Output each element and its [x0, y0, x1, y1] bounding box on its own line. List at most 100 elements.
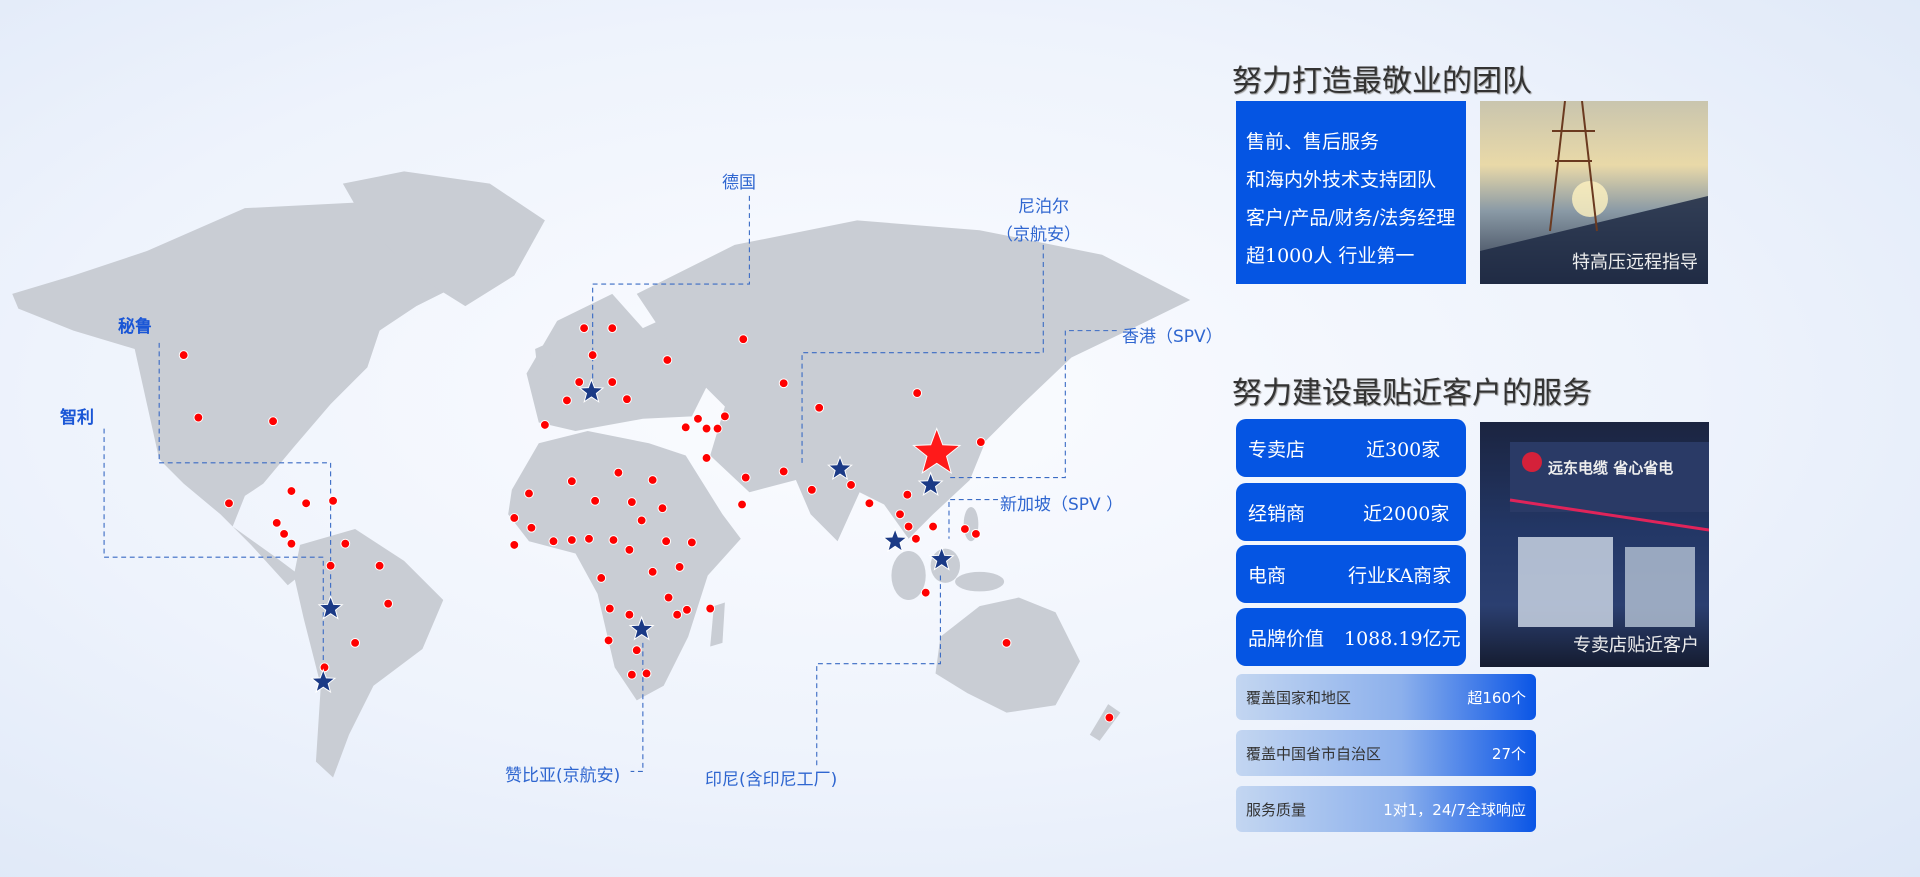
location-dot	[895, 509, 905, 520]
coverage-provinces-bar: 覆盖中国省市自治区 27个	[1236, 730, 1536, 776]
stat-stores: 专卖店 近300家	[1236, 419, 1466, 477]
stat-brand-value: 品牌价值 1088.19亿元	[1236, 608, 1466, 666]
location-dot	[268, 416, 278, 427]
location-dot	[325, 560, 336, 571]
location-dot	[608, 535, 619, 545]
team-line: 超1000人 行业第一	[1246, 245, 1415, 267]
power-tower-photo: 特高压远程指导	[1480, 101, 1708, 284]
location-dot	[911, 533, 921, 544]
location-dot	[846, 480, 856, 490]
location-dot	[814, 402, 825, 413]
label-germany: 德国	[722, 173, 756, 193]
team-line: 客户/产品/财务/法务经理	[1246, 207, 1456, 229]
label-nepal-sub: （京航安）	[996, 225, 1081, 245]
uk	[535, 342, 554, 380]
location-dot	[912, 388, 923, 398]
location-dot	[607, 323, 618, 334]
location-dot	[574, 377, 585, 387]
location-dot	[903, 521, 914, 532]
label-singapore: 新加坡（SPV ）	[1000, 495, 1124, 515]
location-dot	[693, 413, 703, 424]
world-map	[12, 171, 1191, 778]
location-dot	[806, 484, 817, 495]
location-dot	[540, 420, 550, 430]
new-zealand	[1089, 704, 1121, 741]
japan	[979, 373, 1017, 429]
location-dot	[928, 521, 938, 532]
location-dot	[720, 411, 730, 422]
location-dot	[613, 467, 624, 478]
location-dot	[701, 453, 712, 463]
madagascar	[710, 602, 725, 647]
stat-value: 行业KA商家	[1348, 564, 1452, 587]
location-dot	[328, 495, 338, 506]
stat-value: 近300家	[1366, 438, 1441, 461]
location-dot	[647, 475, 658, 485]
location-dot	[579, 323, 589, 334]
australia	[935, 597, 1081, 713]
storefront-illustration	[1509, 442, 1709, 627]
location-dot	[778, 378, 789, 389]
photo-caption: 专卖店贴近客户	[1573, 635, 1699, 656]
location-dot	[624, 609, 635, 620]
location-dot	[1001, 637, 1012, 648]
location-dot	[712, 423, 723, 434]
location-dot	[526, 522, 537, 533]
location-dot	[902, 489, 913, 500]
stat-label: 专卖店	[1248, 438, 1306, 461]
branch-star-icon	[882, 527, 909, 553]
location-dot	[960, 524, 970, 534]
location-dot	[672, 609, 683, 620]
coverage-countries-bar: 覆盖国家和地区 超160个	[1236, 674, 1536, 720]
location-dot	[301, 498, 312, 509]
service-title: 努力建设最贴近客户的服务	[1232, 376, 1592, 411]
location-dot	[596, 573, 607, 583]
location-dot	[590, 495, 601, 506]
branch-star-icon	[317, 594, 344, 620]
location-dot	[350, 637, 361, 648]
branch-star-icon	[917, 471, 944, 496]
location-dot	[566, 476, 577, 487]
store-photo: 远东电缆 省心省电 专卖店贴近客户	[1480, 422, 1709, 667]
location-dot	[680, 422, 691, 433]
location-dot	[607, 377, 618, 387]
location-dot	[603, 635, 614, 646]
location-dot	[663, 592, 674, 603]
location-dot	[686, 537, 697, 548]
branch-star-icon	[310, 668, 337, 694]
location-dot	[657, 503, 668, 514]
label-peru: 秘鲁	[118, 317, 152, 337]
stat-label: 经销商	[1248, 502, 1306, 525]
south-america	[293, 528, 444, 778]
location-dot	[641, 668, 652, 679]
location-dot	[374, 560, 385, 571]
stat-value: 1088.19亿元	[1344, 627, 1461, 650]
africa	[508, 431, 741, 701]
location-dot	[562, 395, 572, 406]
location-dot	[662, 355, 673, 365]
location-dot	[584, 533, 594, 544]
location-dot	[626, 669, 637, 680]
team-line: 售前、售后服务	[1246, 131, 1380, 153]
location-dot	[319, 662, 330, 673]
location-dot	[509, 540, 520, 550]
location-dot	[674, 562, 685, 572]
team-line: 和海内外技术支持团队	[1246, 169, 1437, 191]
location-dot	[701, 423, 712, 434]
branch-star-icon	[827, 455, 853, 481]
location-dot	[178, 350, 189, 361]
branch-star-icon	[578, 378, 605, 403]
indonesia-island	[955, 571, 1005, 592]
location-dot	[738, 334, 749, 345]
location-dot	[971, 528, 981, 539]
location-dot	[524, 488, 534, 499]
location-dot	[1104, 712, 1115, 723]
location-dot	[271, 517, 282, 528]
location-dot	[705, 603, 716, 614]
photo-caption: 特高压远程指导	[1572, 252, 1698, 273]
location-dot	[286, 486, 297, 496]
greenland	[342, 171, 545, 307]
location-dot	[626, 497, 637, 507]
location-dot	[193, 412, 204, 423]
location-dot	[647, 566, 658, 577]
